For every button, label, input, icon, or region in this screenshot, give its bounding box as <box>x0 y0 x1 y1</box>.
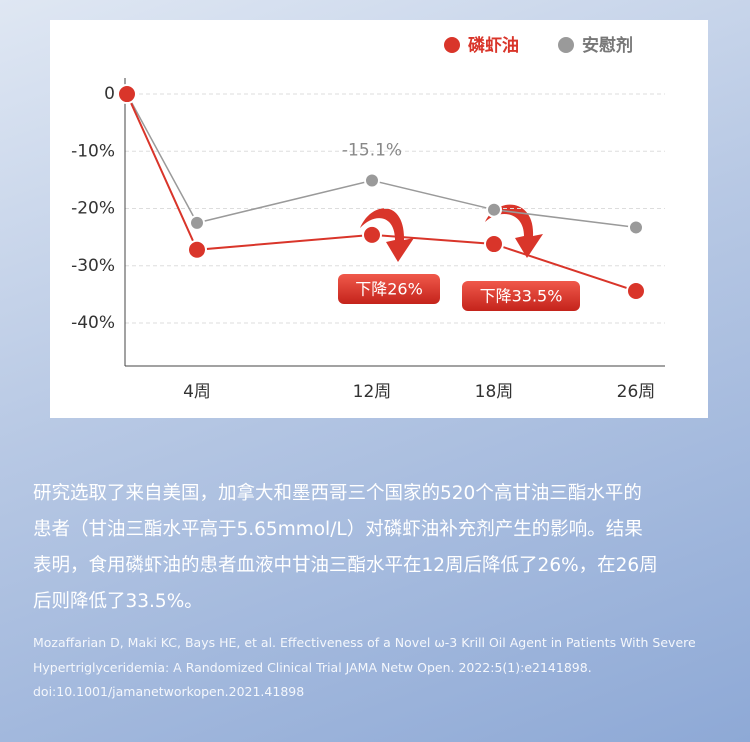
legend-label: 磷虾油 <box>468 35 519 56</box>
data-point <box>189 214 205 231</box>
paragraph-line: 患者（甘油三酯水平高于5.65mmol/L）对磷虾油补充剂产生的影响。结果 <box>33 519 643 540</box>
data-point <box>117 84 137 105</box>
callout-box <box>338 274 440 304</box>
y-tick-label: -10% <box>71 141 115 161</box>
paragraph-line: 后则降低了33.5%。 <box>33 591 203 612</box>
arrow <box>360 208 414 262</box>
chart: 下降26% 下降33.5% 0 -10% -20% -30% -40% 4周 12周 18周 2… <box>50 20 708 418</box>
citation-line: Mozaffarian D, Maki KC, Bays HE, et al. … <box>33 635 696 650</box>
data-point <box>486 201 502 218</box>
x-tick-label: 12周 <box>353 382 392 402</box>
citation: Mozaffarian D, Maki KC, Bays HE, et al. … <box>33 631 733 705</box>
y-tick-label: 0 <box>104 84 115 104</box>
y-tick-label: -20% <box>71 199 115 219</box>
data-point <box>628 219 644 236</box>
x-tick-label: 18周 <box>475 382 514 402</box>
paragraph-line: 表明，食用磷虾油的患者血液中甘油三酯水平在12周后降低了26%，在26周 <box>33 555 658 576</box>
legend-label: 安慰剂 <box>582 35 633 56</box>
legend-marker <box>444 37 460 53</box>
data-label: -15.1% <box>342 140 402 160</box>
callout-text: 下降26% <box>355 280 423 299</box>
paragraph-line: 研究选取了来自美国，加拿大和墨西哥三个国家的520个高甘油三酯水平的 <box>33 483 642 504</box>
x-tick-label: 4周 <box>183 382 211 402</box>
citation-line: Hypertriglyceridemia: A Randomized Clini… <box>33 659 592 675</box>
arrow <box>485 204 543 258</box>
y-tick-label: -40% <box>71 313 115 333</box>
chart-panel <box>50 20 708 418</box>
callout-box <box>462 281 580 311</box>
x-tick-label: 26周 <box>617 382 656 402</box>
legend-marker <box>558 37 574 53</box>
data-point <box>187 239 207 260</box>
paragraph: 研究选取了来自美国，加拿大和墨西哥三个国家的520个高甘油三酯水平的 患者（甘油三… <box>33 476 733 620</box>
data-point <box>626 280 646 301</box>
citation-line: doi:10.1001/jamanetworkopen.2021.41898 <box>33 684 305 699</box>
data-point <box>484 234 504 255</box>
data-point <box>364 172 380 189</box>
y-tick-label: -30% <box>71 256 115 276</box>
callout-text: 下降33.5% <box>480 287 563 306</box>
data-point <box>362 224 382 245</box>
